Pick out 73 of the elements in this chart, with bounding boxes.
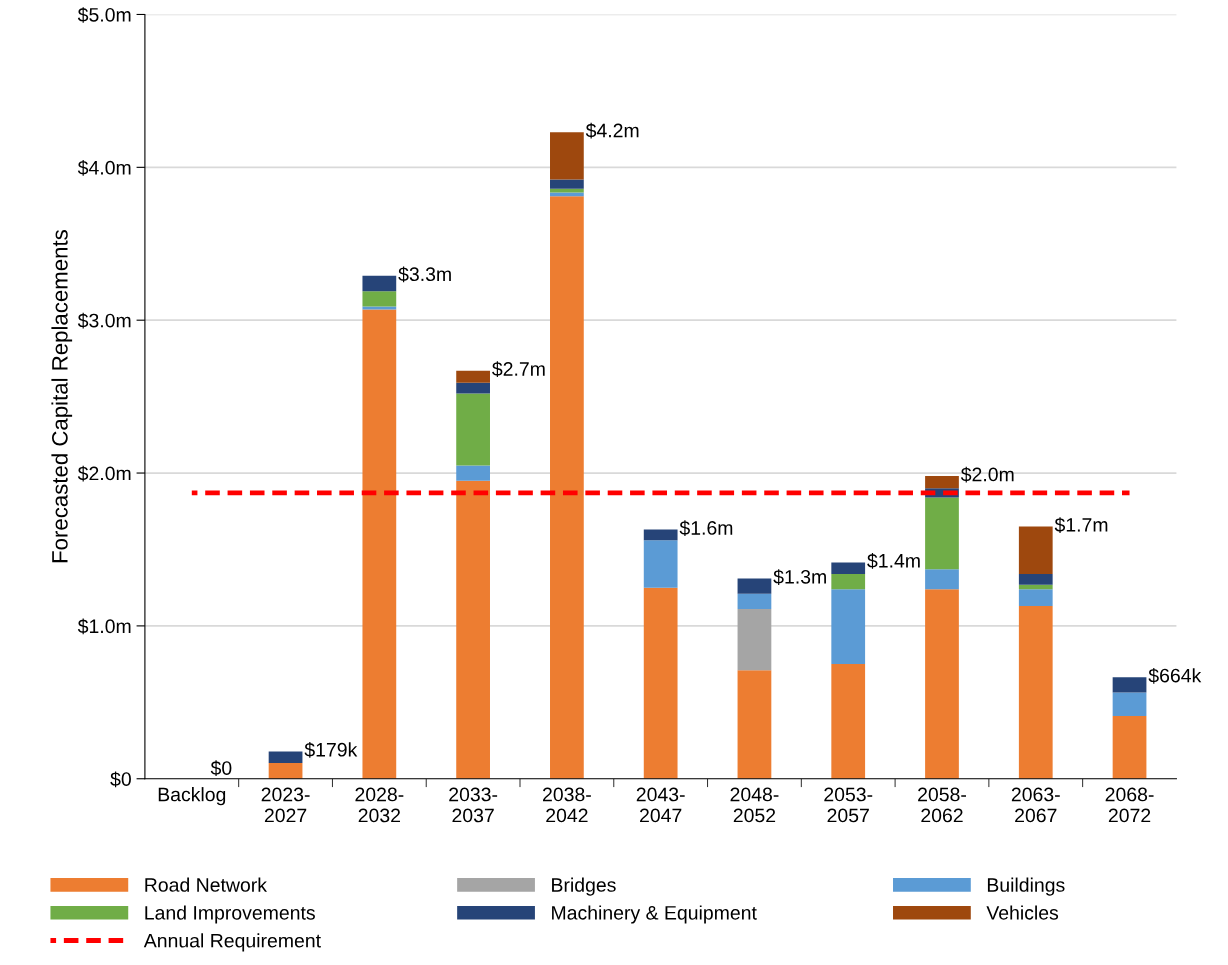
- x-tick-label: 2038- 2042: [543, 787, 591, 823]
- bar: [456, 382, 490, 394]
- bar: [737, 593, 772, 610]
- bar: [1018, 606, 1053, 779]
- bar: [737, 578, 772, 594]
- x-tick-label: 2048- 2052: [730, 787, 779, 823]
- total-label: $2.7m: [492, 361, 545, 378]
- x-tick-label: 2033- 2037: [449, 787, 498, 823]
- y-tick-label: $0: [110, 771, 131, 788]
- bar: [737, 670, 772, 779]
- x-tick-label: 2028- 2032: [355, 787, 404, 823]
- y-axis-title: Forecasted Capital Replacements: [51, 230, 73, 563]
- bar: [1018, 526, 1053, 574]
- x-tick-label: Backlog: [158, 787, 226, 806]
- bar: [362, 306, 397, 310]
- bar: [925, 569, 959, 590]
- bar: [925, 497, 959, 570]
- bar: [831, 562, 866, 574]
- bar: [831, 664, 866, 779]
- bar: [550, 132, 584, 180]
- bar: [456, 465, 490, 481]
- bar: [362, 291, 397, 307]
- legend-label: Machinery & Equipment: [552, 905, 757, 924]
- bar: [268, 763, 303, 779]
- y-tick-label: $3.0m: [77, 312, 131, 329]
- legend-label: Land Improvements: [145, 905, 315, 924]
- x-tick-label: 2043- 2047: [636, 787, 685, 823]
- bar: [550, 196, 584, 779]
- total-label: $1.4m: [867, 553, 920, 569]
- bar: [643, 540, 678, 588]
- legend-label: Bridges: [552, 877, 616, 896]
- legend-label: Annual Requirement: [143, 933, 321, 952]
- bar: [268, 751, 303, 764]
- y-tick-label: $1.0m: [77, 618, 131, 635]
- x-tick-label: 2058- 2062: [918, 787, 966, 823]
- total-label: $2.0m: [960, 466, 1014, 483]
- legend-label: Vehicles: [986, 905, 1059, 920]
- bar: [362, 275, 397, 292]
- bar: [925, 476, 959, 489]
- x-tick-label: 2053- 2057: [824, 787, 873, 823]
- y-tick-label: $2.0m: [77, 465, 131, 482]
- y-tick-label: $5.0m: [77, 7, 131, 23]
- bar: [456, 393, 490, 466]
- bar: [1112, 692, 1147, 717]
- total-label: $4.2m: [585, 122, 639, 139]
- x-tick-label: 2063- 2067: [1011, 787, 1060, 823]
- bar: [737, 609, 772, 671]
- total-label: $664k: [1148, 667, 1202, 684]
- bar: [362, 309, 397, 779]
- total-label: $3.3m: [398, 266, 451, 283]
- bar: [831, 589, 866, 665]
- total-label: $1.3m: [773, 569, 826, 585]
- bar: [1018, 573, 1053, 585]
- x-tick-label: 2023- 2027: [261, 787, 310, 823]
- bar: [550, 188, 584, 193]
- bar: [550, 179, 584, 189]
- total-label: $1.6m: [679, 520, 733, 536]
- bar: [1018, 589, 1053, 607]
- bar: [925, 589, 959, 779]
- x-tick-label: 2068- 2072: [1105, 787, 1154, 823]
- bar: [1112, 716, 1147, 779]
- legend-label: Buildings: [987, 877, 1065, 896]
- y-tick-label: $4.0m: [77, 159, 131, 176]
- bar: [831, 573, 866, 590]
- bar: [456, 370, 490, 383]
- total-label: $1.7m: [1054, 517, 1108, 533]
- bar: [1112, 677, 1147, 693]
- total-label: $0: [210, 760, 232, 777]
- bar: [643, 587, 678, 779]
- bar: [456, 480, 490, 779]
- bar: [643, 529, 678, 541]
- legend-label: Road Network: [145, 877, 268, 892]
- total-label: $179k: [304, 742, 358, 758]
